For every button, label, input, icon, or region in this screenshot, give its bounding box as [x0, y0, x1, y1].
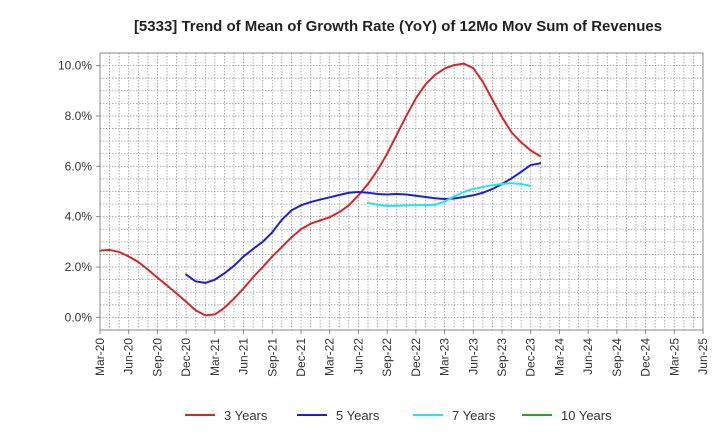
legend: 3 Years 5 Years 7 Years 10 Years: [185, 408, 612, 423]
x-tick-label: Mar-23: [438, 338, 452, 376]
x-tick-label: Sep-23: [495, 338, 509, 377]
x-tick-label: Jun-20: [122, 338, 136, 375]
y-tick-label: 2.0%: [65, 260, 93, 274]
x-tick-label: Sep-22: [380, 338, 394, 377]
x-tick-label: Mar-25: [667, 338, 681, 376]
x-tick-label: Dec-20: [179, 338, 193, 377]
x-tick-label: Dec-24: [639, 338, 653, 377]
x-tick-label: Dec-21: [294, 338, 308, 377]
x-tick-label: Mar-21: [208, 338, 222, 376]
x-axis: Mar-20 Jun-20 Sep-20 Dec-20 Mar-21 Jun-21 Sep-…: [93, 330, 710, 377]
x-tick-label: Sep-24: [610, 338, 624, 377]
y-tick-label: 6.0%: [65, 159, 93, 173]
legend-label: 7 Years: [452, 408, 496, 423]
x-tick-label: Dec-23: [524, 338, 538, 377]
series-line-5-years: [185, 162, 542, 284]
x-tick-label: Mar-24: [552, 338, 566, 376]
legend-label: 5 Years: [336, 408, 380, 423]
x-tick-label: Jun-22: [351, 338, 365, 375]
series-line-3-years: [99, 62, 542, 317]
y-tick-label: 8.0%: [65, 109, 93, 123]
x-tick-label: Jun-25: [696, 338, 710, 375]
series-line-7-years: [367, 182, 532, 207]
y-tick-label: 0.0%: [65, 310, 93, 324]
grid: [100, 52, 703, 330]
legend-label: 3 Years: [224, 408, 268, 423]
y-axis: 0.0% 2.0% 4.0% 6.0% 8.0% 10.0%: [58, 59, 100, 324]
x-tick-label: Dec-22: [409, 338, 423, 377]
y-tick-label: 4.0%: [65, 210, 93, 224]
x-tick-label: Jun-24: [581, 338, 595, 375]
plot-frame: [99, 52, 704, 331]
x-tick-label: Sep-20: [150, 338, 164, 377]
x-tick-label: Mar-20: [93, 338, 107, 376]
legend-label: 10 Years: [561, 408, 612, 423]
x-tick-label: Jun-21: [237, 338, 251, 375]
x-tick-label: Sep-21: [265, 338, 279, 377]
series-lines: [99, 62, 542, 317]
chart-title: [5333] Trend of Mean of Growth Rate (YoY…: [134, 18, 662, 35]
y-tick-label: 10.0%: [58, 59, 92, 73]
x-tick-label: Mar-22: [323, 338, 337, 376]
x-tick-label: Jun-23: [466, 338, 480, 375]
